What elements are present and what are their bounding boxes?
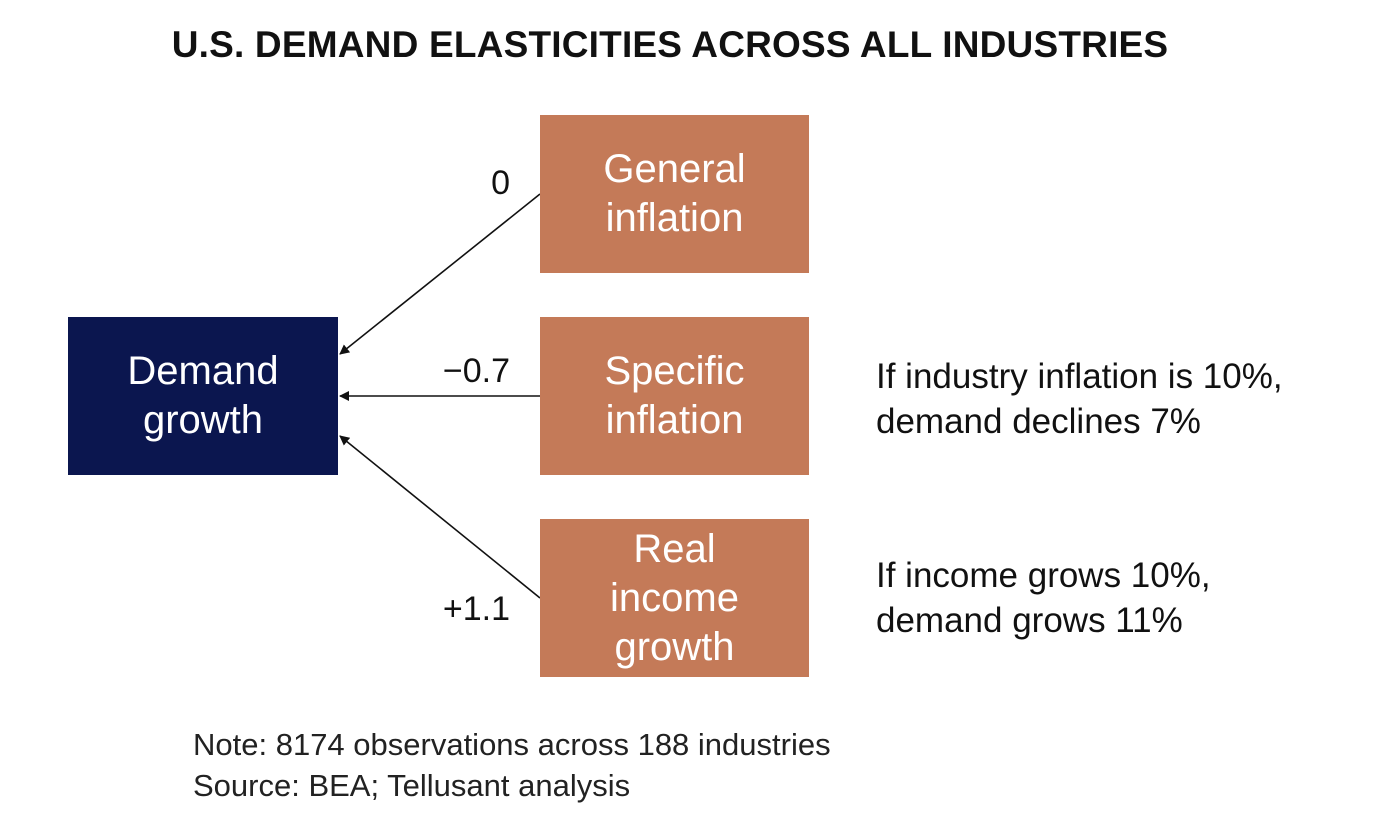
specific-inflation-note: If industry inflation is 10%, demand dec… bbox=[876, 354, 1283, 444]
footer-source: Source: BEA; Tellusant analysis bbox=[193, 768, 631, 803]
real-income-note-line-2: demand grows 11% bbox=[876, 601, 1183, 640]
demand-growth-line-2: growth bbox=[142, 398, 264, 442]
general-inflation-box: General inflation bbox=[540, 115, 809, 273]
general-inflation-line-1: General bbox=[603, 147, 746, 191]
arrow-real-income-growth bbox=[339, 435, 541, 599]
general-inflation-line-2: inflation bbox=[605, 196, 744, 240]
real-income-note-line-1: If income grows 10%, bbox=[876, 556, 1211, 595]
footer: Note: 8174 observations across 188 indus… bbox=[193, 724, 831, 806]
coefficient-specific-inflation: −0.7 bbox=[442, 352, 510, 390]
demand-growth-box: Demand growth bbox=[68, 317, 338, 475]
specific-inflation-note-line-2: demand declines 7% bbox=[876, 402, 1201, 441]
real-income-growth-line-2: income bbox=[610, 575, 739, 620]
footer-note: Note: 8174 observations across 188 indus… bbox=[193, 727, 831, 762]
coefficient-general-inflation: 0 bbox=[491, 164, 510, 202]
specific-inflation-note-line-1: If industry inflation is 10%, bbox=[876, 357, 1283, 396]
real-income-growth-box: Real income growth bbox=[540, 519, 809, 677]
real-income-growth-line-3: growth bbox=[614, 624, 735, 669]
real-income-note: If income grows 10%, demand grows 11% bbox=[876, 553, 1211, 643]
specific-inflation-line-2: inflation bbox=[605, 398, 744, 442]
diagram-title: U.S. DEMAND ELASTICITIES ACROSS ALL INDU… bbox=[171, 24, 1169, 65]
specific-inflation-line-1: Specific bbox=[604, 349, 745, 393]
coefficient-real-income-growth: +1.1 bbox=[442, 590, 510, 628]
specific-inflation-box: Specific inflation bbox=[540, 317, 809, 475]
demand-growth-line-1: Demand bbox=[127, 349, 279, 393]
arrow-general-inflation bbox=[339, 193, 541, 355]
real-income-growth-line-1: Real bbox=[633, 526, 716, 571]
